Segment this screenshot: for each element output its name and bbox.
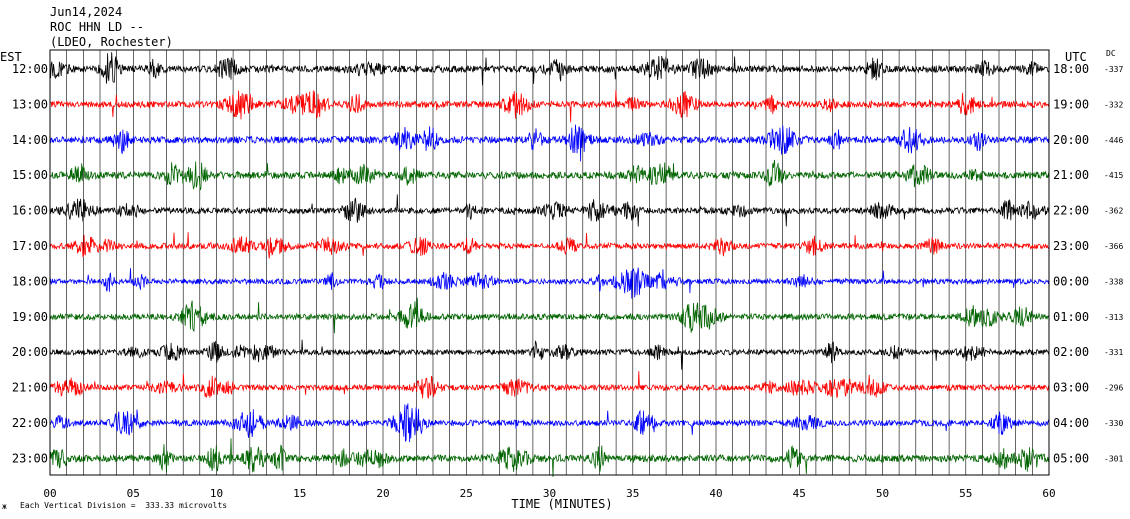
x-tick-label: 10 <box>210 487 223 500</box>
utc-labels: 18:00 19:00 20:00 21:00 22:00 23:00 00:00 01:00… <box>1053 62 1089 465</box>
est-hour-label: 22:00 <box>12 416 48 430</box>
dc-offset-label: -338 <box>1104 277 1123 286</box>
x-tick-label: 55 <box>959 487 972 500</box>
scale-note: Each Vertical Division = 333.33 microvol… <box>20 501 228 510</box>
est-hour-label: 12:00 <box>12 62 48 76</box>
trace-2100 <box>49 371 1050 399</box>
utc-hour-label: 01:00 <box>1053 310 1089 324</box>
trace-1300 <box>49 90 1050 123</box>
header-date: Jun14,2024 <box>50 5 123 19</box>
trace-2300 <box>49 438 1050 478</box>
utc-hour-label: 18:00 <box>1053 62 1089 76</box>
dc-offset-label: -331 <box>1104 348 1123 357</box>
trace-1800 <box>49 267 1050 299</box>
utc-hour-label: 23:00 <box>1053 239 1089 253</box>
x-tick-label: 30 <box>543 487 556 500</box>
dc-offset-label: -296 <box>1104 384 1123 393</box>
dc-offset-label: -313 <box>1104 313 1123 322</box>
x-tick-label: 50 <box>876 487 889 500</box>
utc-hour-label: 04:00 <box>1053 416 1089 430</box>
dc-offset-label: -332 <box>1104 100 1123 109</box>
trace-1700 <box>49 232 1050 259</box>
trace-group <box>49 52 1050 478</box>
est-hour-label: 14:00 <box>12 133 48 147</box>
time-grid <box>66 50 1033 475</box>
utc-hour-label: 19:00 <box>1053 97 1089 111</box>
est-hour-label: 20:00 <box>12 345 48 359</box>
est-hour-label: 17:00 <box>12 239 48 253</box>
header-station: ROC HHN LD -- <box>50 20 144 34</box>
trace-1900 <box>49 297 1050 334</box>
trace-1600 <box>49 194 1050 227</box>
x-tick-label: 40 <box>709 487 722 500</box>
x-tick-label: 60 <box>1042 487 1055 500</box>
utc-hour-label: 02:00 <box>1053 345 1089 359</box>
trace-1500 <box>49 159 1050 191</box>
x-tick-label: 35 <box>626 487 639 500</box>
utc-hour-label: 05:00 <box>1053 451 1089 465</box>
est-labels: 12:00 13:00 14:00 15:00 16:00 17:00 18:00 19:00… <box>12 62 48 465</box>
dc-offset-label: -362 <box>1104 207 1123 216</box>
utc-hour-label: 03:00 <box>1053 381 1089 395</box>
x-tick-label: 45 <box>793 487 806 500</box>
x-axis-title: TIME (MINUTES) <box>511 497 612 511</box>
x-tick-labels: 00 05 10 15 20 25 30 35 40 45 50 55 60 <box>43 487 1055 500</box>
est-hour-label: 15:00 <box>12 168 48 182</box>
dc-labels: -337 -332 -446 -415 -362 -366 -338 -313 -331 -296… <box>1104 65 1123 463</box>
x-tick-label: 05 <box>127 487 140 500</box>
x-tick-label: 00 <box>43 487 56 500</box>
est-hour-label: 18:00 <box>12 274 48 288</box>
trace-1200 <box>49 52 1050 86</box>
trace-2200 <box>49 403 1050 443</box>
utc-hour-label: 21:00 <box>1053 168 1089 182</box>
est-hour-label: 16:00 <box>12 204 48 218</box>
dc-offset-label: -366 <box>1104 242 1123 251</box>
dc-offset-label: -415 <box>1104 171 1123 180</box>
est-hour-label: 23:00 <box>12 451 48 465</box>
dc-offset-label: -337 <box>1104 65 1123 74</box>
trace-2000 <box>49 339 1050 370</box>
dc-offset-label: -330 <box>1104 419 1123 428</box>
corner-mark: ж <box>2 502 7 511</box>
est-hour-label: 13:00 <box>12 97 48 111</box>
utc-axis-title: UTC <box>1065 50 1087 64</box>
dc-offset-label: -301 <box>1104 454 1123 463</box>
est-hour-label: 21:00 <box>12 381 48 395</box>
est-hour-label: 19:00 <box>12 310 48 324</box>
utc-hour-label: 22:00 <box>1053 204 1089 218</box>
header-network: (LDEO, Rochester) <box>50 35 173 49</box>
est-axis-title: EST <box>0 50 22 64</box>
x-tick-label: 15 <box>293 487 306 500</box>
x-tick-label: 20 <box>376 487 389 500</box>
plot-frame <box>49 49 1050 476</box>
utc-hour-label: 00:00 <box>1053 274 1089 288</box>
dc-offset-label: -446 <box>1104 136 1123 145</box>
utc-hour-label: 20:00 <box>1053 133 1089 147</box>
x-tick-label: 25 <box>460 487 473 500</box>
dc-title: DC <box>1106 49 1116 58</box>
trace-1400 <box>49 124 1050 162</box>
